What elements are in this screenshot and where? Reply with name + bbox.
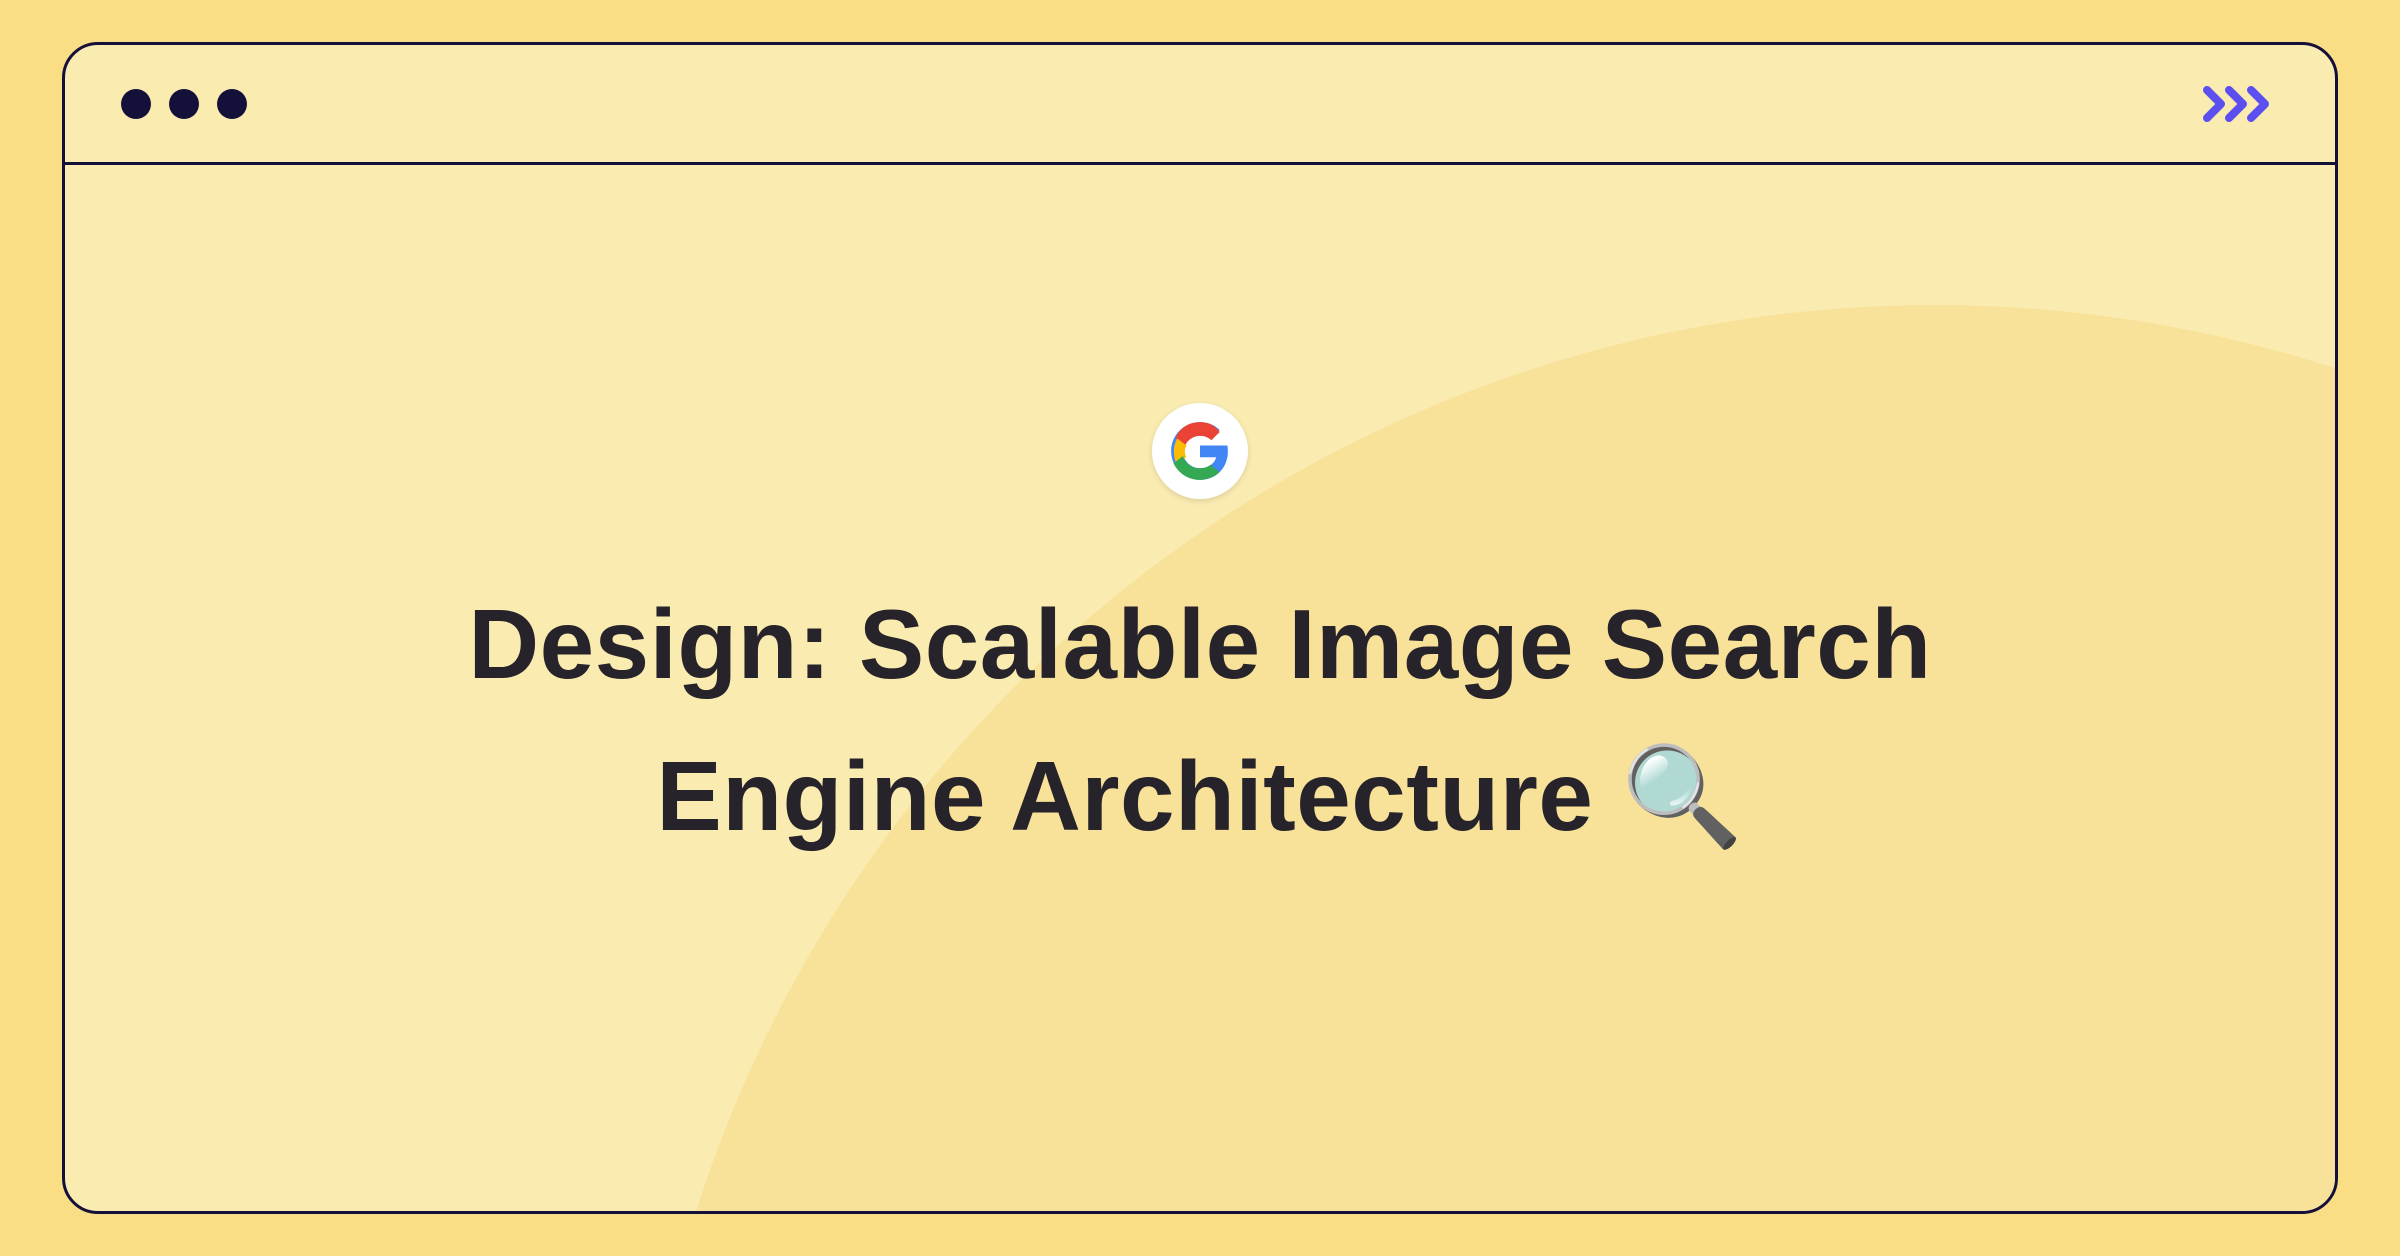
headline: Design: Scalable Image Search Engine Arc…: [468, 569, 1931, 873]
google-g-icon: [1167, 418, 1233, 484]
google-logo-badge: [1152, 403, 1248, 499]
card-content: Design: Scalable Image Search Engine Arc…: [65, 165, 2335, 1211]
window-dot-icon: [217, 89, 247, 119]
headline-line-2: Engine Architecture 🔍: [468, 721, 1931, 873]
forward-chevrons-icon: [2201, 84, 2279, 124]
browser-window-card: Design: Scalable Image Search Engine Arc…: [62, 42, 2338, 1214]
window-control-dots: [121, 89, 247, 119]
window-dot-icon: [169, 89, 199, 119]
headline-line-2-text: Engine Architecture: [656, 741, 1621, 851]
window-titlebar: [65, 45, 2335, 165]
window-dot-icon: [121, 89, 151, 119]
magnifying-glass-icon: 🔍: [1621, 739, 1744, 854]
headline-line-1: Design: Scalable Image Search: [468, 569, 1931, 721]
